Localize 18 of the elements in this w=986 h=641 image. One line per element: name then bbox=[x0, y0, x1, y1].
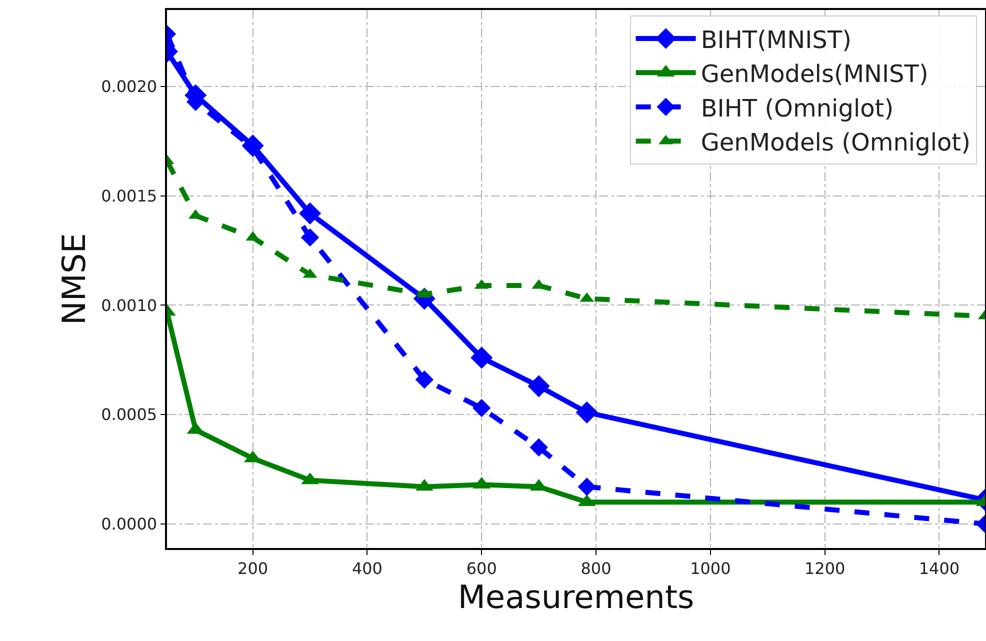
x-tick-label: 200 bbox=[238, 558, 268, 578]
legend-label: GenModels (Omniglot) bbox=[700, 128, 970, 156]
x-tick-label: 600 bbox=[466, 558, 497, 578]
y-tick-label: 0.0005 bbox=[101, 405, 158, 424]
legend-label: BIHT(MNIST) bbox=[700, 26, 852, 54]
legend-label: BIHT (Omniglot) bbox=[700, 94, 894, 122]
x-tick-label: 400 bbox=[352, 558, 382, 578]
x-tick-label: 1200 bbox=[804, 558, 846, 578]
x-tick-label: 800 bbox=[580, 558, 612, 578]
legend-label: GenModels(MNIST) bbox=[700, 60, 928, 88]
y-axis-title: NMSE bbox=[54, 232, 93, 326]
y-tick-label: 0.0000 bbox=[101, 514, 158, 534]
x-tick-label: 1400 bbox=[918, 558, 960, 578]
y-tick-label: 0.0015 bbox=[101, 186, 158, 206]
y-tick-label: 0.0010 bbox=[101, 296, 158, 315]
x-axis-title: Measurements bbox=[458, 578, 694, 616]
x-tick-label: 1000 bbox=[690, 558, 731, 578]
y-tick-label: 0.0020 bbox=[101, 77, 158, 96]
